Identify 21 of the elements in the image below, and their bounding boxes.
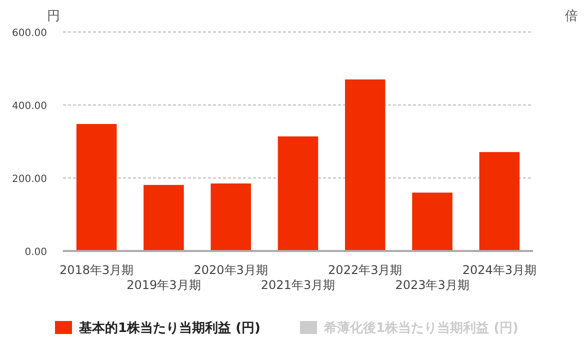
x-tick-label: 2021年3月期 <box>260 278 336 292</box>
x-tick-label: 2023年3月期 <box>395 278 470 292</box>
y-tick-label: 600.00 <box>12 28 47 39</box>
x-tick-label: 2019年3月期 <box>126 278 201 292</box>
bar <box>144 184 184 251</box>
bar <box>345 79 386 251</box>
x-tick-label: 2022年3月期 <box>328 263 402 277</box>
y-axis-title: 円 <box>47 9 60 24</box>
y-tick-label: 400.00 <box>12 101 47 112</box>
y2-axis-title: 倍 <box>565 9 578 24</box>
y-tick-label: 0.00 <box>24 247 47 258</box>
bar <box>76 124 117 251</box>
x-tick-label: 2024年3月期 <box>462 263 537 277</box>
bar <box>210 183 251 251</box>
bar <box>278 136 318 251</box>
legend-label: 基本的1株当たり当期利益 (円) <box>78 320 260 336</box>
bar <box>412 192 452 251</box>
y-tick-label: 200.00 <box>12 174 47 185</box>
x-tick-label: 2020年3月期 <box>194 263 268 277</box>
x-tick-label: 2018年3月期 <box>59 263 134 277</box>
bar <box>479 152 520 251</box>
